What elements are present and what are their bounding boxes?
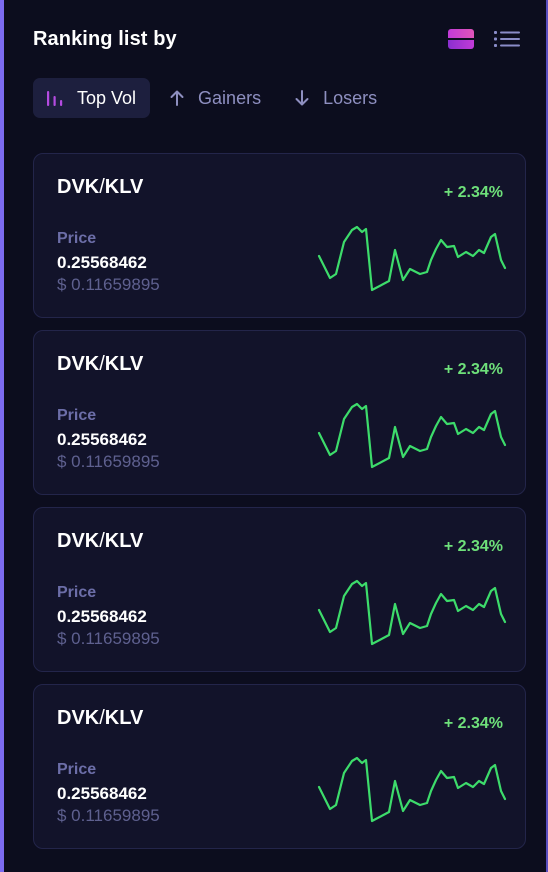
sparkline-chart	[317, 225, 507, 292]
bar-chart-icon	[47, 91, 63, 106]
price-change: + 2.34%	[443, 715, 503, 732]
usd-value: $ 0.11659895	[57, 806, 160, 825]
price-value: 0.25568462	[57, 607, 147, 626]
price-value: 0.25568462	[57, 253, 147, 272]
price-label: Price	[57, 761, 97, 778]
sparkline-line	[317, 579, 507, 646]
trading-pair: DVK/KLV	[57, 176, 143, 199]
price-label: Price	[57, 584, 97, 601]
pair-separator: /	[99, 176, 105, 198]
quote-asset: KLV	[104, 353, 144, 375]
price-change: + 2.34%	[443, 538, 503, 555]
market-card[interactable]: DVK/KLV + 2.34% Price 0.25568462 $ 0.116…	[33, 684, 526, 849]
quote-asset: KLV	[104, 707, 144, 729]
tab-losers[interactable]: Losers	[281, 78, 391, 118]
arrow-up-icon	[170, 90, 184, 106]
quote-asset: KLV	[104, 176, 144, 198]
sparkline-line	[317, 756, 507, 823]
tab-label: Top Vol	[77, 87, 137, 108]
usd-value: $ 0.11659895	[57, 629, 160, 648]
sparkline-line	[317, 225, 507, 292]
tab-label: Gainers	[198, 87, 262, 108]
tab-gainers[interactable]: Gainers	[156, 78, 275, 118]
price-value: 0.25568462	[57, 784, 147, 803]
list-view-icon[interactable]	[494, 30, 520, 48]
view-toggles	[448, 29, 520, 49]
panel-header: Ranking list by	[33, 24, 520, 54]
sparkline-chart	[317, 579, 507, 646]
price-label: Price	[57, 230, 97, 247]
quote-asset: KLV	[104, 530, 144, 552]
base-asset: DVK	[57, 353, 100, 375]
price-label: Price	[57, 407, 97, 424]
trading-pair: DVK/KLV	[57, 707, 143, 730]
arrow-down-icon	[295, 90, 309, 106]
trading-pair: DVK/KLV	[57, 530, 143, 553]
tab-top-vol[interactable]: Top Vol	[33, 78, 151, 118]
ranking-tabs: Top Vol Gainers Losers	[33, 78, 391, 118]
price-value: 0.25568462	[57, 430, 147, 449]
price-change: + 2.34%	[443, 361, 503, 378]
market-card[interactable]: DVK/KLV + 2.34% Price 0.25568462 $ 0.116…	[33, 153, 526, 318]
pair-separator: /	[99, 353, 105, 375]
price-change: + 2.34%	[443, 184, 503, 201]
sparkline-chart	[317, 402, 507, 469]
sparkline-line	[317, 402, 507, 469]
pair-separator: /	[99, 530, 105, 552]
sparkline-chart	[317, 756, 507, 823]
base-asset: DVK	[57, 707, 100, 729]
usd-value: $ 0.11659895	[57, 452, 160, 471]
market-card[interactable]: DVK/KLV + 2.34% Price 0.25568462 $ 0.116…	[33, 330, 526, 495]
usd-value: $ 0.11659895	[57, 275, 160, 294]
pair-separator: /	[99, 707, 105, 729]
tab-label: Losers	[323, 87, 378, 108]
ranking-list: DVK/KLV + 2.34% Price 0.25568462 $ 0.116…	[33, 153, 526, 861]
base-asset: DVK	[57, 176, 100, 198]
trading-pair: DVK/KLV	[57, 353, 143, 376]
panel-title: Ranking list by	[33, 27, 177, 50]
grid-view-icon[interactable]	[448, 29, 474, 49]
base-asset: DVK	[57, 530, 100, 552]
market-card[interactable]: DVK/KLV + 2.34% Price 0.25568462 $ 0.116…	[33, 507, 526, 672]
